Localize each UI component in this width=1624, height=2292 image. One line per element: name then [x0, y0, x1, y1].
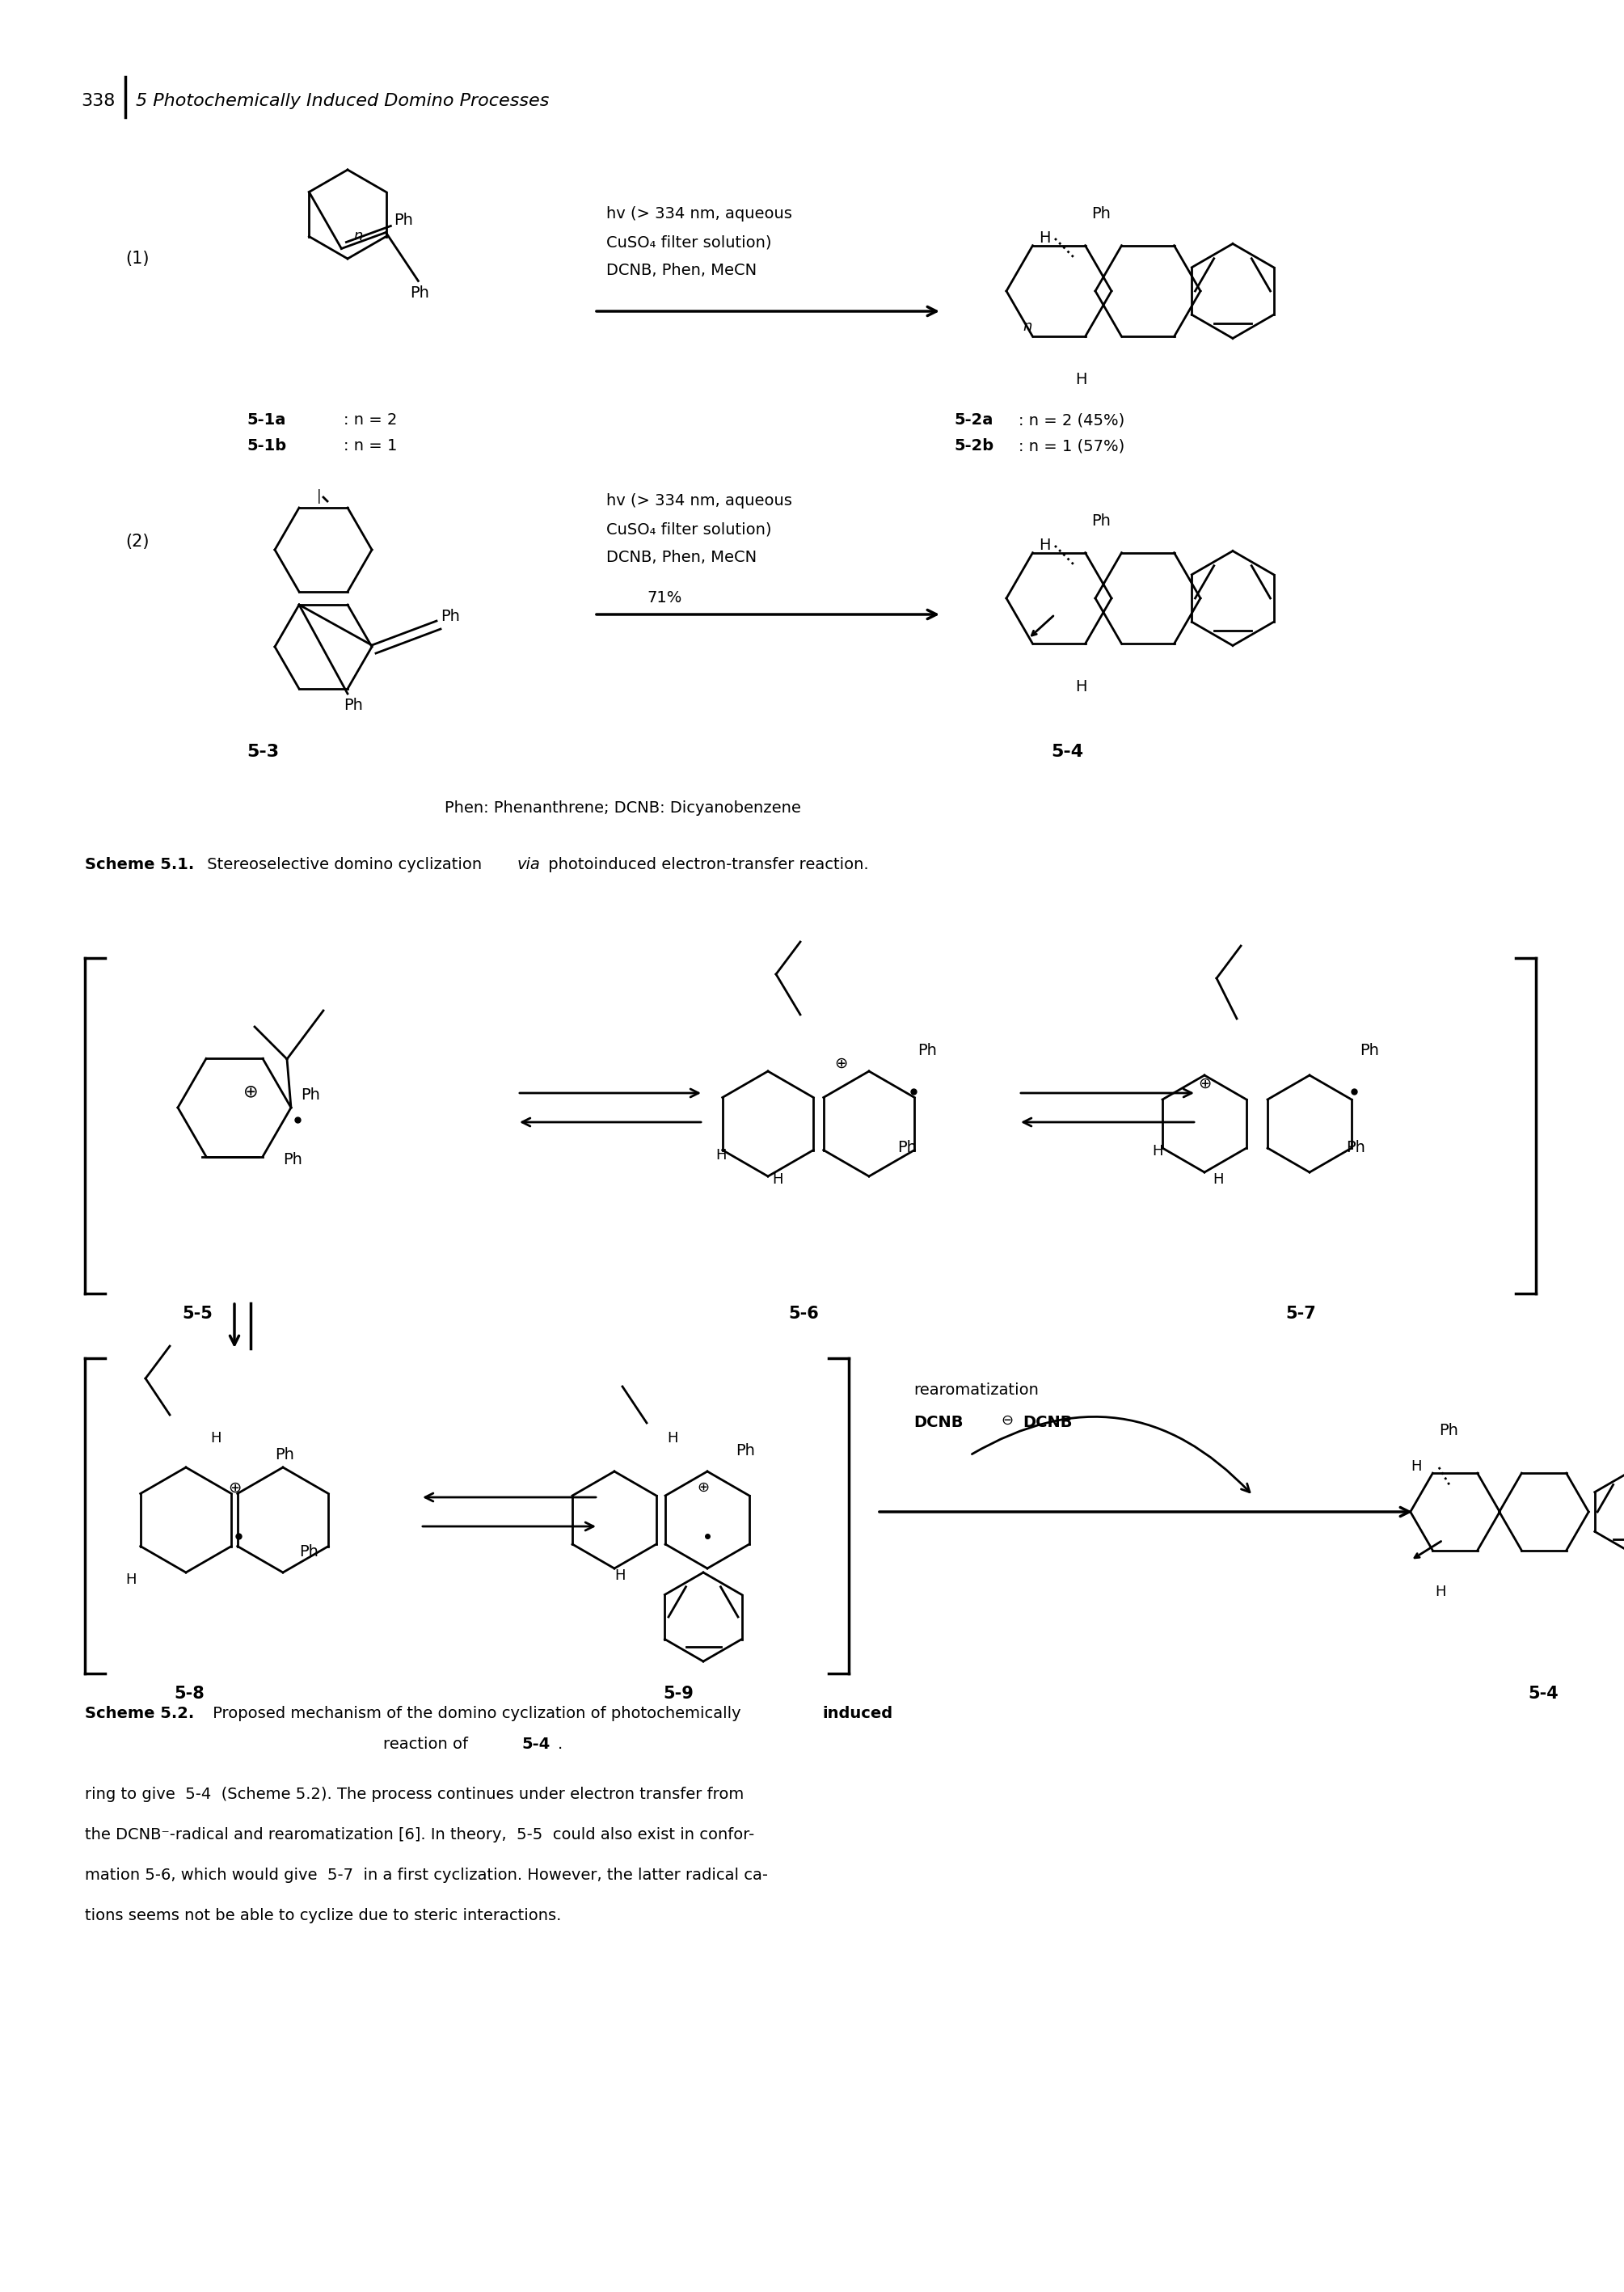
Text: H: H — [1213, 1171, 1223, 1187]
Text: ⊕: ⊕ — [835, 1054, 848, 1070]
Text: H: H — [1039, 539, 1051, 552]
Text: n: n — [354, 229, 362, 243]
Text: 5-1a: 5-1a — [247, 413, 286, 429]
Text: Ph: Ph — [1359, 1043, 1379, 1059]
Text: induced: induced — [822, 1705, 893, 1721]
Text: (1): (1) — [125, 250, 149, 266]
Text: Scheme 5.1.: Scheme 5.1. — [84, 857, 195, 873]
Text: Ph: Ph — [299, 1545, 318, 1559]
Text: 5-2b: 5-2b — [953, 438, 994, 454]
Text: photoinduced electron-transfer reaction.: photoinduced electron-transfer reaction. — [542, 857, 869, 873]
Text: tions seems not be able to cyclize due to steric interactions.: tions seems not be able to cyclize due t… — [84, 1907, 562, 1923]
Text: DCNB, Phen, MeCN: DCNB, Phen, MeCN — [606, 550, 757, 566]
Text: ⊕: ⊕ — [697, 1481, 710, 1494]
Text: Ph: Ph — [1346, 1139, 1366, 1155]
Text: via: via — [518, 857, 541, 873]
Text: H: H — [667, 1430, 677, 1446]
Text: 5-8: 5-8 — [174, 1685, 205, 1703]
Text: H: H — [1436, 1584, 1445, 1600]
Text: Ph: Ph — [1439, 1423, 1458, 1439]
Text: DCNB, Phen, MeCN: DCNB, Phen, MeCN — [606, 264, 757, 277]
Text: 5-6: 5-6 — [788, 1306, 818, 1322]
Text: 71%: 71% — [646, 589, 682, 605]
Text: rearomatization: rearomatization — [913, 1382, 1039, 1398]
Text: H: H — [614, 1568, 625, 1584]
Text: 5-9: 5-9 — [663, 1685, 693, 1703]
Text: 5-5: 5-5 — [182, 1306, 213, 1322]
Text: Ph: Ph — [440, 610, 460, 623]
Text: ⊕: ⊕ — [244, 1084, 258, 1100]
Text: Ph: Ph — [283, 1153, 302, 1167]
Text: Stereoselective domino cyclization: Stereoselective domino cyclization — [201, 857, 487, 873]
Text: H: H — [1075, 678, 1086, 694]
Text: .: . — [557, 1737, 564, 1751]
Text: 5-1b: 5-1b — [247, 438, 286, 454]
Text: 5-4: 5-4 — [1528, 1685, 1559, 1703]
Text: Phen: Phenanthrene; DCNB: Dicyanobenzene: Phen: Phenanthrene; DCNB: Dicyanobenzene — [445, 800, 801, 816]
Text: H: H — [771, 1171, 783, 1187]
Text: Ph: Ph — [736, 1444, 755, 1458]
Text: 5-7: 5-7 — [1285, 1306, 1315, 1322]
Text: Ph: Ph — [1091, 513, 1111, 529]
Text: Scheme 5.2.: Scheme 5.2. — [84, 1705, 195, 1721]
Text: mation 5-6, which would give  5-7  in a first cyclization. However, the latter r: mation 5-6, which would give 5-7 in a fi… — [84, 1868, 768, 1884]
Text: : n = 2 (45%): : n = 2 (45%) — [1018, 413, 1125, 429]
Text: ring to give  5-4  (Scheme 5.2). The process continues under electron transfer f: ring to give 5-4 (Scheme 5.2). The proce… — [84, 1788, 744, 1802]
Text: hv (> 334 nm, aqueous: hv (> 334 nm, aqueous — [606, 493, 793, 509]
Text: H: H — [1039, 231, 1051, 245]
Text: the DCNB⁻-radical and rearomatization [6]. In theory,  5-5  could also exist in : the DCNB⁻-radical and rearomatization [6… — [84, 1827, 755, 1843]
Text: ⊕: ⊕ — [227, 1481, 240, 1494]
Text: n: n — [1023, 319, 1031, 335]
Text: H: H — [716, 1148, 726, 1162]
Text: : n = 1: : n = 1 — [344, 438, 398, 454]
Text: Ph: Ph — [1091, 206, 1111, 222]
Text: Ph: Ph — [898, 1139, 916, 1155]
Text: H: H — [1411, 1460, 1421, 1474]
Text: (2): (2) — [125, 534, 149, 550]
Text: : n = 2: : n = 2 — [344, 413, 398, 429]
Text: Ph: Ph — [918, 1043, 937, 1059]
Text: 5-3: 5-3 — [247, 745, 279, 761]
Text: hv (> 334 nm, aqueous: hv (> 334 nm, aqueous — [606, 206, 793, 222]
Text: Proposed mechanism of the domino cyclization of photochemically: Proposed mechanism of the domino cycliza… — [208, 1705, 745, 1721]
Text: ⊕: ⊕ — [1199, 1075, 1212, 1091]
Text: CuSO₄ filter solution): CuSO₄ filter solution) — [606, 523, 771, 536]
Text: H: H — [125, 1572, 136, 1586]
Text: DCNB: DCNB — [913, 1414, 963, 1430]
Text: H: H — [1151, 1144, 1163, 1157]
Text: Ph: Ph — [274, 1446, 294, 1462]
Text: : n = 1 (57%): : n = 1 (57%) — [1018, 438, 1125, 454]
Text: 338: 338 — [81, 94, 115, 110]
FancyArrowPatch shape — [973, 1416, 1250, 1492]
Text: DCNB: DCNB — [1023, 1414, 1072, 1430]
Text: reaction of: reaction of — [383, 1737, 474, 1751]
Text: Ph: Ph — [411, 284, 429, 300]
Text: Ph: Ph — [344, 697, 362, 713]
Text: Ph: Ph — [300, 1086, 320, 1102]
Text: 5 Photochemically Induced Domino Processes: 5 Photochemically Induced Domino Process… — [136, 94, 549, 110]
Text: 5-2a: 5-2a — [953, 413, 992, 429]
Text: |: | — [317, 488, 322, 504]
Text: H: H — [1075, 371, 1086, 387]
Text: 5-4: 5-4 — [1051, 745, 1083, 761]
Text: Ph: Ph — [395, 213, 412, 227]
Text: CuSO₄ filter solution): CuSO₄ filter solution) — [606, 234, 771, 250]
Text: 5-4: 5-4 — [521, 1737, 551, 1751]
Text: ⊖: ⊖ — [1000, 1414, 1013, 1428]
Text: H: H — [209, 1430, 221, 1446]
